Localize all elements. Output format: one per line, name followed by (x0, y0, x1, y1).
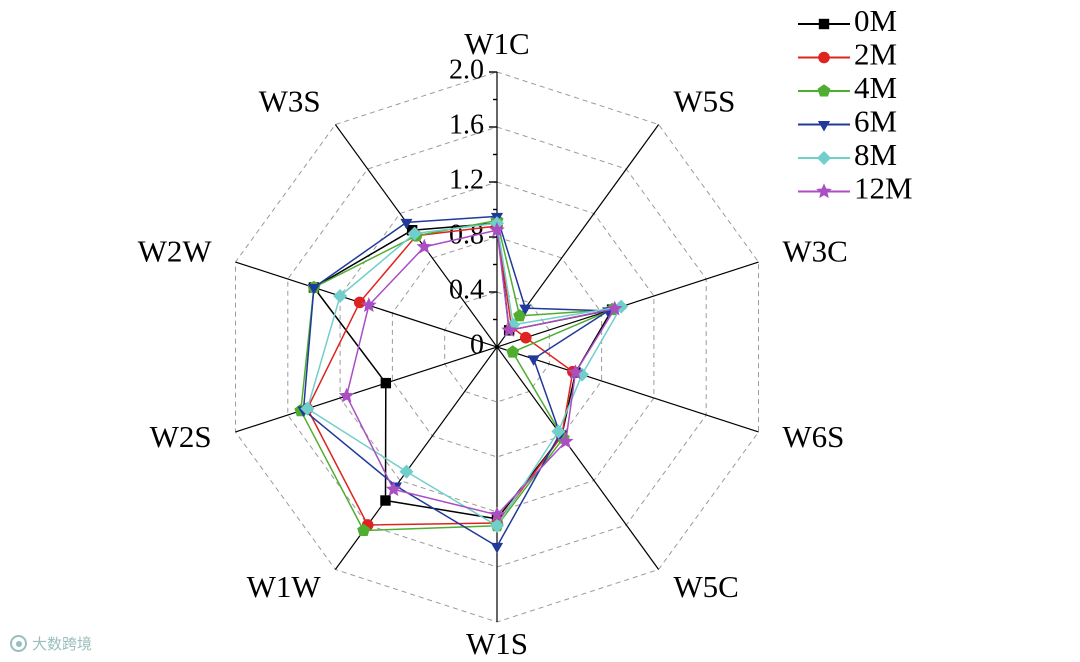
watermark: 大数跨境 (10, 633, 92, 654)
marker-12M-W1C (489, 221, 505, 237)
legend-marker-8M (817, 151, 831, 165)
legend-item-2M: 2M (798, 37, 897, 72)
series-line-4M (300, 219, 613, 532)
axis-label-W3C: W3C (782, 233, 847, 268)
axis-spoke-W5C (334, 124, 660, 570)
marker-6M-W5S (519, 304, 532, 316)
legend-marker-0M (818, 18, 830, 30)
legend-item-0M: 0M (798, 3, 897, 38)
radial-tick-label-1.2: 1.2 (449, 164, 484, 195)
axis-label-W6S: W6S (782, 419, 844, 454)
axis-label-W1S: W1S (466, 626, 528, 661)
marker-6M-W6S (527, 355, 540, 366)
watermark-text: 大数跨境 (32, 636, 93, 653)
legend-label-2M: 2M (854, 37, 897, 72)
marker-12M-W5C (557, 433, 574, 449)
legend-item-8M: 8M (798, 137, 897, 172)
legend-label-0M: 0M (854, 3, 897, 38)
marker-12M-W5S (501, 322, 517, 337)
legend-label-4M: 4M (854, 70, 897, 105)
marker-6M-W3S (400, 218, 413, 230)
marker-8M-W2S (300, 401, 315, 416)
marker-12M-W3C (606, 300, 623, 316)
radial-tick-label-1.6: 1.6 (449, 109, 484, 140)
legend-marker-6M (817, 121, 831, 132)
legend-marker-4M (817, 84, 831, 97)
marker-2M-W2W (353, 296, 366, 309)
axis-label-W5S: W5S (673, 83, 735, 118)
legend-label-12M: 12M (854, 171, 913, 206)
legend-label-6M: 6M (854, 104, 897, 139)
marker-0M-W1W (380, 495, 391, 506)
marker-8M-W5C (551, 424, 566, 439)
marker-12M-W1W (385, 481, 402, 496)
legend-marker-2M (818, 51, 830, 64)
marker-4M-W1W (357, 523, 371, 536)
marker-8M-W1W (399, 464, 414, 479)
marker-4M-W5S (513, 309, 527, 322)
marker-8M-W2W (333, 289, 348, 303)
axis-label-W1C: W1C (464, 26, 529, 61)
grid-ring-1.2 (339, 181, 655, 513)
series-line-6M (302, 215, 609, 548)
marker-8M-W1S (490, 518, 504, 533)
radial-tick-label-0.4: 0.4 (449, 274, 484, 305)
marker-12M-W2S (338, 387, 355, 403)
legend-marker-12M (816, 183, 832, 199)
legend-label-8M: 8M (854, 137, 897, 172)
marker-12M-W6S (567, 364, 584, 380)
marker-8M-W3S (407, 226, 422, 241)
marker-2M-W3C (519, 331, 532, 344)
axis-label-W2S: W2S (150, 419, 212, 454)
legend-item-4M: 4M (798, 70, 897, 105)
marker-12M-W3S (416, 238, 433, 254)
legend-item-6M: 6M (798, 104, 897, 139)
marker-4M-W6S (506, 345, 520, 358)
legend-item-12M: 12M (798, 171, 913, 206)
grid-ring-0.4 (444, 291, 550, 403)
radial-tick-label-0: 0 (470, 329, 484, 360)
radial-tick-label-2.0: 2.0 (449, 54, 484, 85)
axis-label-W1W: W1W (247, 569, 322, 604)
axis-label-W5C: W5C (673, 569, 738, 604)
marker-6M-W2W (307, 284, 320, 295)
watermark-logo-icon (10, 635, 27, 652)
marker-12M-W1S (489, 506, 505, 522)
axis-label-W3S: W3S (259, 83, 321, 118)
marker-12M-W2W (361, 297, 377, 312)
marker-0M-W2S (380, 377, 392, 389)
marker-6M-W1S (490, 542, 504, 554)
axis-label-W2W: W2W (138, 233, 213, 268)
